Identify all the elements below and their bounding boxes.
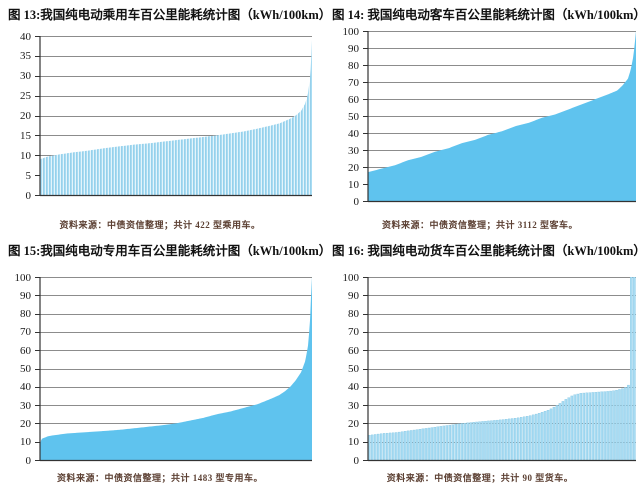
source-caption: 资料来源：中债资信整理；共计 1483 型专用车。 [56,473,263,483]
y-tick-label: 70 [20,326,31,339]
y-tick-label: 80 [348,59,359,72]
chart-title: 图 16: 我国纯电动货车百公里能耗统计图（kWh/100km） [332,244,640,258]
figure-panel-14: 图 14: 我国纯电动客车百公里能耗统计图（kWh/100km） 0 10 20 30… [320,0,640,238]
y-tick-label: 40 [20,30,31,43]
y-tick-label: 30 [20,399,31,412]
figure-panel-15: 图 15:我国纯电动专用车百公里能耗统计图（kWh/100km） 0 10 20 30… [0,238,331,492]
y-tick-label: 100 [14,271,32,284]
y-tick-label: 90 [348,42,359,55]
y-tick-label: 40 [20,381,31,394]
bar-chart: 0 10 20 30 40 50 60 70 80 90 100 [0,272,313,467]
y-tick-label: 0 [25,189,32,202]
y-tick-label: 20 [348,417,359,430]
y-tick-label: 5 [25,169,32,182]
y-tick-label: 40 [348,381,359,394]
y-tick-label: 70 [348,326,359,339]
chart-title: 图 14: 我国纯电动客车百公里能耗统计图（kWh/100km） [332,8,640,22]
y-tick-label: 50 [20,363,31,375]
y-tick-label: 20 [20,417,31,430]
chart-plot-area [363,31,636,203]
y-tick-label: 20 [20,110,31,122]
y-tick-label: 0 [353,454,360,467]
y-tick-label: 50 [348,363,359,375]
y-tick-label: 10 [20,149,31,162]
bar-chart: 0 10 20 30 40 50 60 70 80 90 100 [328,272,637,467]
y-tick-label: 90 [348,289,359,302]
y-tick-label: 30 [348,144,359,157]
y-tick-label: 50 [348,110,359,123]
chart-title: 图 15:我国纯电动专用车百公里能耗统计图（kWh/100km） [8,244,332,258]
source-caption: 资料来源：中债资信整理；共计 422 型乘用车。 [59,220,261,230]
figure-panel-13: 图 13:我国纯电动乘用车百公里能耗统计图（kWh/100km） 0 5 10 15 2… [0,0,331,238]
y-tick-label: 25 [20,90,31,103]
y-tick-label: 90 [20,289,31,302]
y-tick-label: 10 [348,178,359,191]
y-tick-label: 60 [20,344,31,357]
y-tick-label: 40 [348,127,359,140]
y-tick-label: 60 [348,93,359,106]
y-tick-label: 10 [20,436,31,449]
y-tick-label: 70 [348,76,359,89]
y-tick-label: 100 [342,271,360,284]
chart-plot-area [363,277,636,462]
source-caption: 资料来源：中债资信整理；共计 3112 型客车。 [381,220,578,230]
y-tick-label: 30 [20,70,31,83]
y-tick-label: 35 [20,50,31,63]
source-caption: 资料来源：中债资信整理；共计 90 型货车。 [386,473,574,483]
bar-chart: 0 10 20 30 40 50 60 70 80 90 100 [328,26,637,208]
y-tick-label: 30 [348,399,359,412]
chart-title: 图 13:我国纯电动乘用车百公里能耗统计图（kWh/100km） [8,8,332,22]
y-tick-label: 0 [353,195,360,208]
y-tick-label: 80 [348,308,359,321]
y-tick-label: 80 [20,308,31,321]
bar-chart: 0 5 10 15 20 25 30 35 40 [0,31,313,202]
y-tick-label: 20 [348,161,359,174]
chart-plot-area [35,36,312,197]
y-tick-label: 60 [348,344,359,357]
y-tick-label: 10 [348,436,359,449]
y-tick-label: 0 [25,454,32,467]
y-tick-label: 15 [20,129,31,142]
chart-plot-area [35,277,312,462]
figure-panel-16: 图 16: 我国纯电动货车百公里能耗统计图（kWh/100km） 0 10 20 30… [320,238,640,492]
y-tick-label: 100 [342,25,360,38]
